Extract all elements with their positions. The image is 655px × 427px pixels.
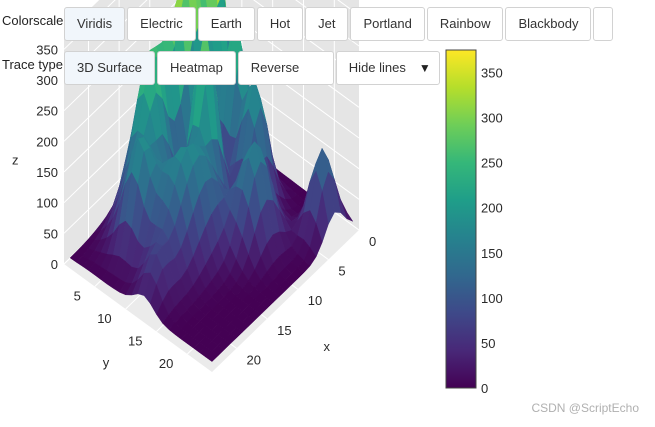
colorbar-tick-label: 300 (481, 111, 503, 126)
y-tick-label: 5 (74, 289, 81, 304)
grid-line-z (63, 0, 360, 50)
y-axis-title: y (103, 355, 110, 370)
colorscale-label: Colorscale (2, 13, 64, 28)
z-tick-label: 0 (51, 257, 58, 272)
y-tick-label: 10 (97, 311, 111, 326)
colorbar-tick-label: 100 (481, 291, 503, 306)
colorscale-hot-button[interactable]: Hot (256, 7, 304, 41)
x-axis-title: x (324, 339, 331, 354)
colorscale-overflow-button[interactable] (593, 7, 614, 41)
colorscale-earth-button[interactable]: Earth (197, 7, 255, 41)
x-tick-label: 15 (277, 323, 291, 338)
z-tick-label: 300 (36, 73, 58, 88)
x-tick-label: 20 (247, 352, 261, 367)
colorbar-tick-label: 350 (481, 66, 503, 81)
trace-type-label: Trace type (2, 57, 63, 72)
colorscale-blackbody-button[interactable]: Blackbody (505, 7, 592, 41)
trace-heatmap-button[interactable]: Heatmap (157, 51, 236, 85)
colorbar-tick-label: 250 (481, 156, 503, 171)
reverse-button[interactable]: Reverse (237, 51, 334, 85)
x-tick-label: 5 (338, 264, 345, 279)
colorscale-jet-button[interactable]: Jet (305, 7, 349, 41)
trace-type-button-group: 3D Surface Heatmap Reverse Hide lines ▼ (64, 51, 440, 85)
colorscale-portland-button[interactable]: Portland (350, 7, 425, 41)
z-axis-title: z (12, 153, 19, 168)
watermark: CSDN @ScriptEcho (531, 401, 639, 415)
z-tick-label: 50 (44, 226, 58, 241)
colorbar-tick-label: 200 (481, 201, 503, 216)
x-tick-label: 0 (369, 234, 376, 249)
colorscale-viridis-button[interactable]: Viridis (64, 7, 126, 41)
z-tick-label: 250 (36, 104, 58, 119)
lines-dropdown[interactable]: Hide lines ▼ (335, 51, 440, 85)
z-tick-label: 100 (36, 196, 58, 211)
colorscale-button-group: Viridis Electric Earth Hot Jet Portland … (64, 7, 614, 41)
colorscale-rainbow-button[interactable]: Rainbow (426, 7, 504, 41)
y-tick-label: 15 (128, 334, 142, 349)
trace-3d-surface-button[interactable]: 3D Surface (64, 51, 156, 85)
colorbar (445, 49, 477, 389)
colorbar-tick-label: 0 (481, 381, 488, 396)
colorbar-tick-label: 150 (481, 246, 503, 261)
z-tick-label: 350 (36, 42, 58, 57)
colorscale-electric-button[interactable]: Electric (127, 7, 196, 41)
y-tick-label: 20 (159, 356, 173, 371)
dropdown-arrow-icon: ▼ (418, 61, 431, 75)
colorbar-tick-label: 50 (481, 336, 495, 351)
surface-patch (205, 350, 219, 362)
x-tick-label: 10 (308, 293, 322, 308)
z-tick-label: 200 (36, 134, 58, 149)
lines-dropdown-value: Hide lines (348, 60, 406, 75)
z-tick-label: 150 (36, 165, 58, 180)
